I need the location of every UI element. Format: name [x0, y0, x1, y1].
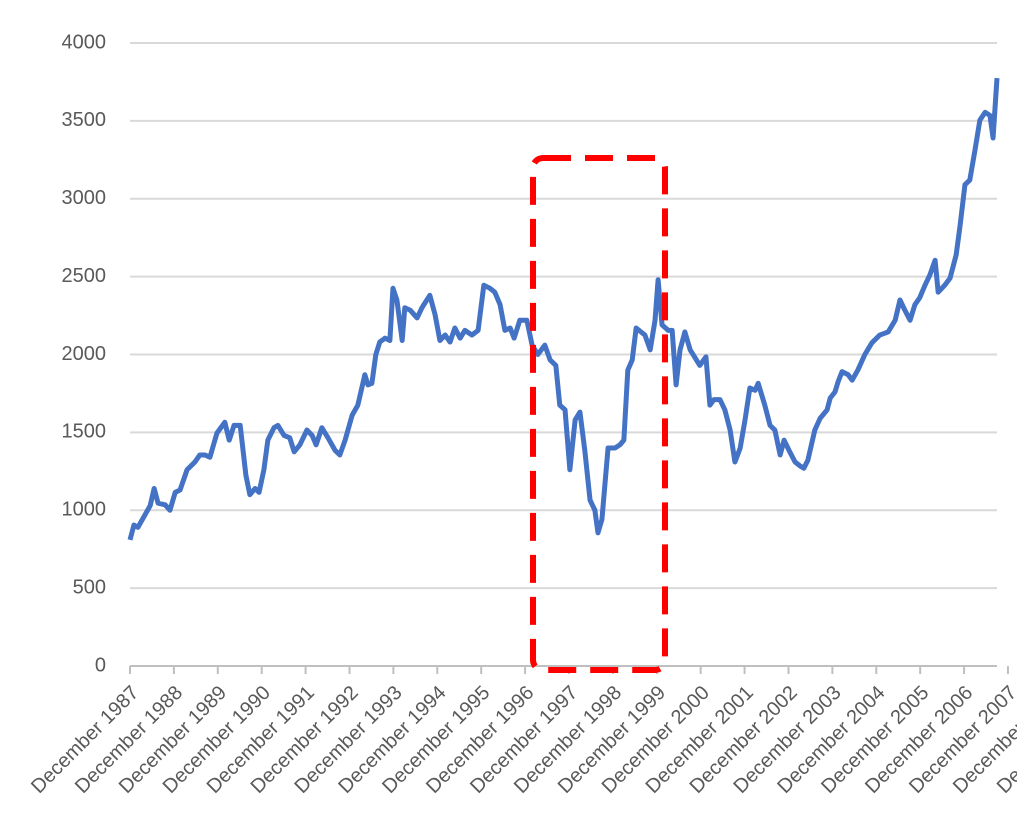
highlight-box [530, 155, 668, 673]
y-tick-label: 4000 [62, 31, 107, 53]
y-tick-label: 0 [95, 654, 106, 676]
y-tick-label: 3500 [62, 109, 107, 131]
y-tick-label: 2500 [62, 265, 107, 287]
data-line [127, 77, 1000, 541]
y-tick-label: 3000 [62, 187, 107, 209]
y-tick-label: 1000 [62, 499, 107, 521]
y-tick-label: 500 [73, 576, 106, 598]
y-tick-label: 1500 [62, 421, 107, 443]
y-tick-label: 2000 [62, 343, 107, 365]
